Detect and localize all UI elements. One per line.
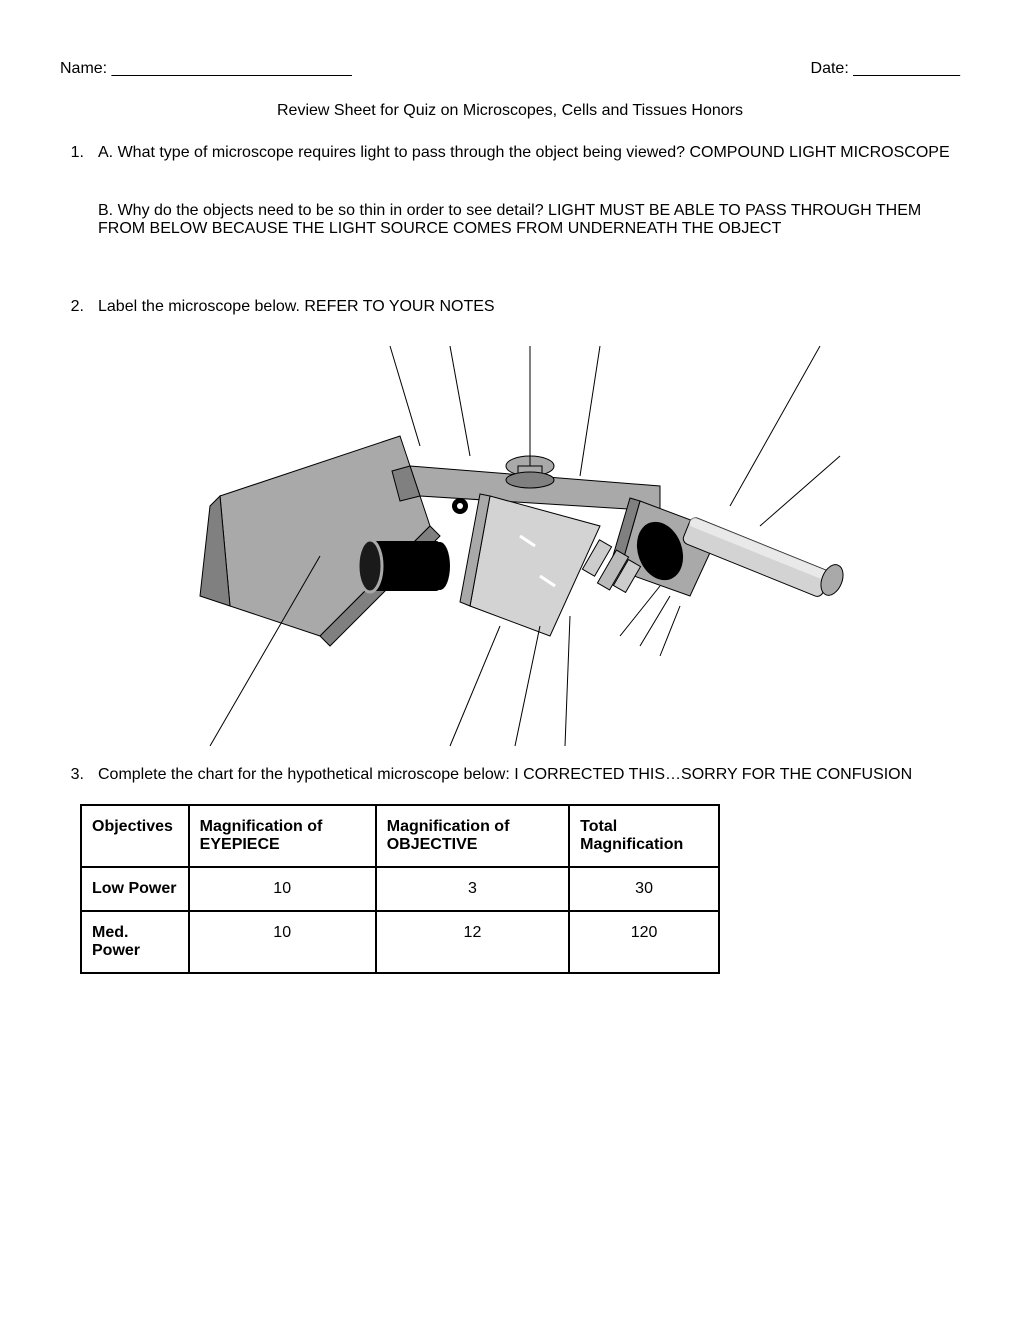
col-objective: Magnification of OBJECTIVE	[376, 805, 569, 867]
table-row: Low Power 10 3 30	[81, 867, 719, 911]
cell: 10	[189, 911, 376, 973]
col-objectives: Objectives	[81, 805, 189, 867]
cell: 120	[569, 911, 719, 973]
header-row: Name: ___________________________ Date: …	[60, 60, 960, 78]
row-label: Med. Power	[81, 911, 189, 973]
question-3: 3. Complete the chart for the hypothetic…	[60, 766, 960, 784]
cell: 30	[569, 867, 719, 911]
question-2: 2. Label the microscope below. REFER TO …	[60, 298, 960, 316]
table-row: Med. Power 10 12 120	[81, 911, 719, 973]
name-label: Name: ___________________________	[60, 60, 352, 78]
q1-part-b: B. Why do the objects need to be so thin…	[98, 202, 960, 238]
magnification-table: Objectives Magnification of EYEPIECE Mag…	[80, 804, 720, 974]
cell: 12	[376, 911, 569, 973]
question-1: 1. A. What type of microscope requires l…	[60, 144, 960, 238]
q2-text: Label the microscope below. REFER TO YOU…	[98, 298, 960, 316]
col-eyepiece: Magnification of EYEPIECE	[189, 805, 376, 867]
row-label: Low Power	[81, 867, 189, 911]
q3-number: 3.	[60, 766, 98, 784]
q3-text: Complete the chart for the hypothetical …	[98, 766, 960, 784]
col-total: Total Magnification	[569, 805, 719, 867]
date-label: Date: ____________	[811, 60, 960, 78]
table-header-row: Objectives Magnification of EYEPIECE Mag…	[81, 805, 719, 867]
q1-number: 1.	[60, 144, 98, 162]
cell: 10	[189, 867, 376, 911]
cell: 3	[376, 867, 569, 911]
q2-number: 2.	[60, 298, 98, 316]
microscope-diagram	[120, 336, 880, 756]
q1-part-a: A. What type of microscope requires ligh…	[98, 144, 960, 162]
page-title: Review Sheet for Quiz on Microscopes, Ce…	[60, 102, 960, 120]
